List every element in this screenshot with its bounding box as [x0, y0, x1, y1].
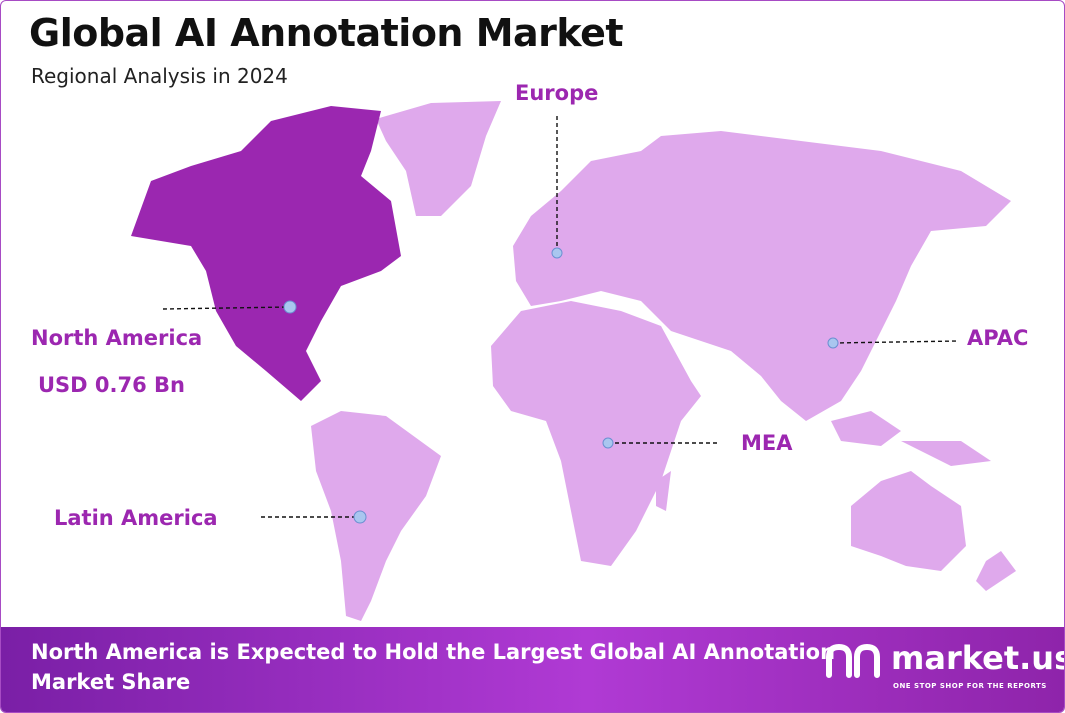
subtitle: Regional Analysis in 2024 — [31, 64, 288, 88]
title: Global AI Annotation Market — [29, 11, 624, 55]
eurasia — [513, 131, 1011, 421]
australia — [851, 471, 966, 571]
north-america — [131, 106, 401, 401]
leader-line — [832, 340, 960, 344]
logo-icon — [826, 643, 880, 678]
marker — [551, 247, 563, 259]
leader-line — [162, 306, 291, 310]
islands — [656, 411, 1016, 591]
footer: North America is Expected to Hold the La… — [1, 627, 1065, 712]
markers — [283, 247, 839, 524]
marker — [283, 300, 297, 314]
marker — [602, 437, 614, 449]
region-label: Europe — [515, 81, 599, 105]
tagline: ONE STOP SHOP FOR THE REPORTS — [893, 682, 1047, 690]
footer-text: North America is Expected to Hold the La… — [31, 640, 836, 694]
logo: market.us — [891, 639, 1065, 677]
region-label: MEA — [741, 431, 793, 455]
greenland — [376, 101, 501, 216]
continents — [311, 101, 1016, 621]
leaders — [162, 116, 960, 518]
south-america — [311, 411, 441, 621]
region-label: North America — [31, 326, 203, 350]
region-label: Latin America — [54, 506, 218, 530]
marker — [827, 337, 839, 349]
marker — [353, 510, 367, 524]
region-label: APAC — [967, 326, 1029, 350]
africa — [491, 301, 701, 566]
region-value: USD 0.76 Bn — [38, 373, 185, 397]
